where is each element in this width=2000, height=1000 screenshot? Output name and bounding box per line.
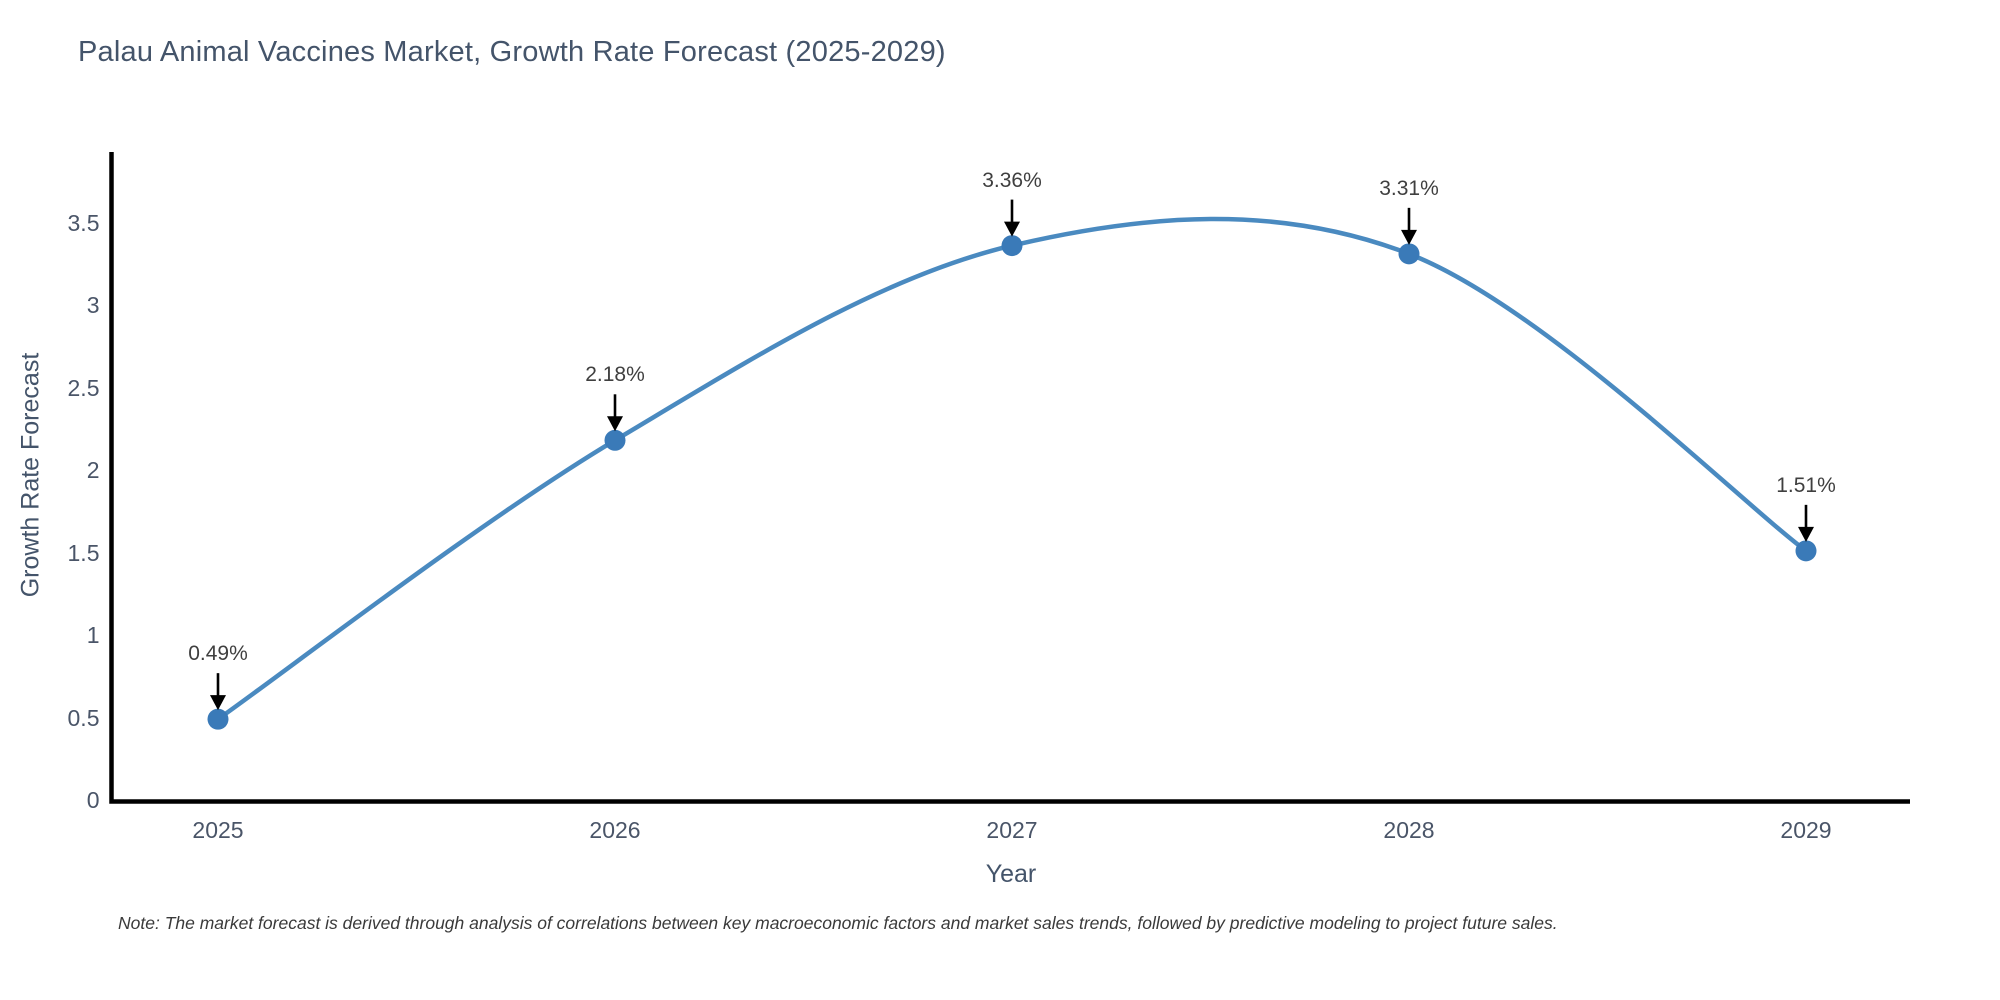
y-tick-label: 0.5 [67, 704, 100, 731]
y-tick-label: 3.5 [67, 209, 100, 236]
annotation-arrow-head [607, 416, 623, 432]
trend-line [215, 216, 1809, 722]
axis-spines [109, 152, 1910, 804]
x-tick-label: 2028 [1383, 816, 1435, 843]
point-annotation: 3.36% [982, 168, 1042, 192]
annotation-arrow-head [210, 695, 226, 711]
point-annotation: 2.18% [585, 363, 645, 387]
point-annotation: 0.49% [188, 642, 248, 666]
annotation-arrow-head [1004, 221, 1020, 237]
y-tick-label: 1 [86, 622, 100, 648]
y-tick-label: 2.5 [67, 374, 100, 401]
annotation-arrow-head [1798, 526, 1814, 542]
data-point-marker [1795, 540, 1817, 562]
x-tick-label: 2027 [986, 816, 1038, 843]
y-axis-title: Growth Rate Forecast [16, 352, 45, 598]
y-tick-label: 3 [86, 292, 100, 318]
y-tick-label: 0 [86, 787, 100, 813]
data-point-marker [604, 429, 626, 451]
x-axis-title: Year [985, 860, 1037, 888]
data-point-marker [207, 708, 229, 730]
data-point-marker [1001, 235, 1023, 257]
x-tick-label: 2025 [192, 816, 244, 843]
y-tick-label: 2 [86, 457, 100, 483]
x-tick-label: 2026 [589, 816, 641, 843]
data-point-marker [1398, 243, 1420, 265]
chart-footnote: Note: The market forecast is derived thr… [118, 913, 1558, 933]
y-tick-label: 1.5 [67, 539, 100, 566]
point-annotation: 3.31% [1379, 176, 1439, 200]
x-tick-label: 2029 [1780, 816, 1832, 843]
point-annotation: 1.51% [1776, 473, 1836, 497]
annotation-arrow-head [1401, 229, 1417, 245]
chart-title: Palau Animal Vaccines Market, Growth Rat… [78, 36, 946, 68]
